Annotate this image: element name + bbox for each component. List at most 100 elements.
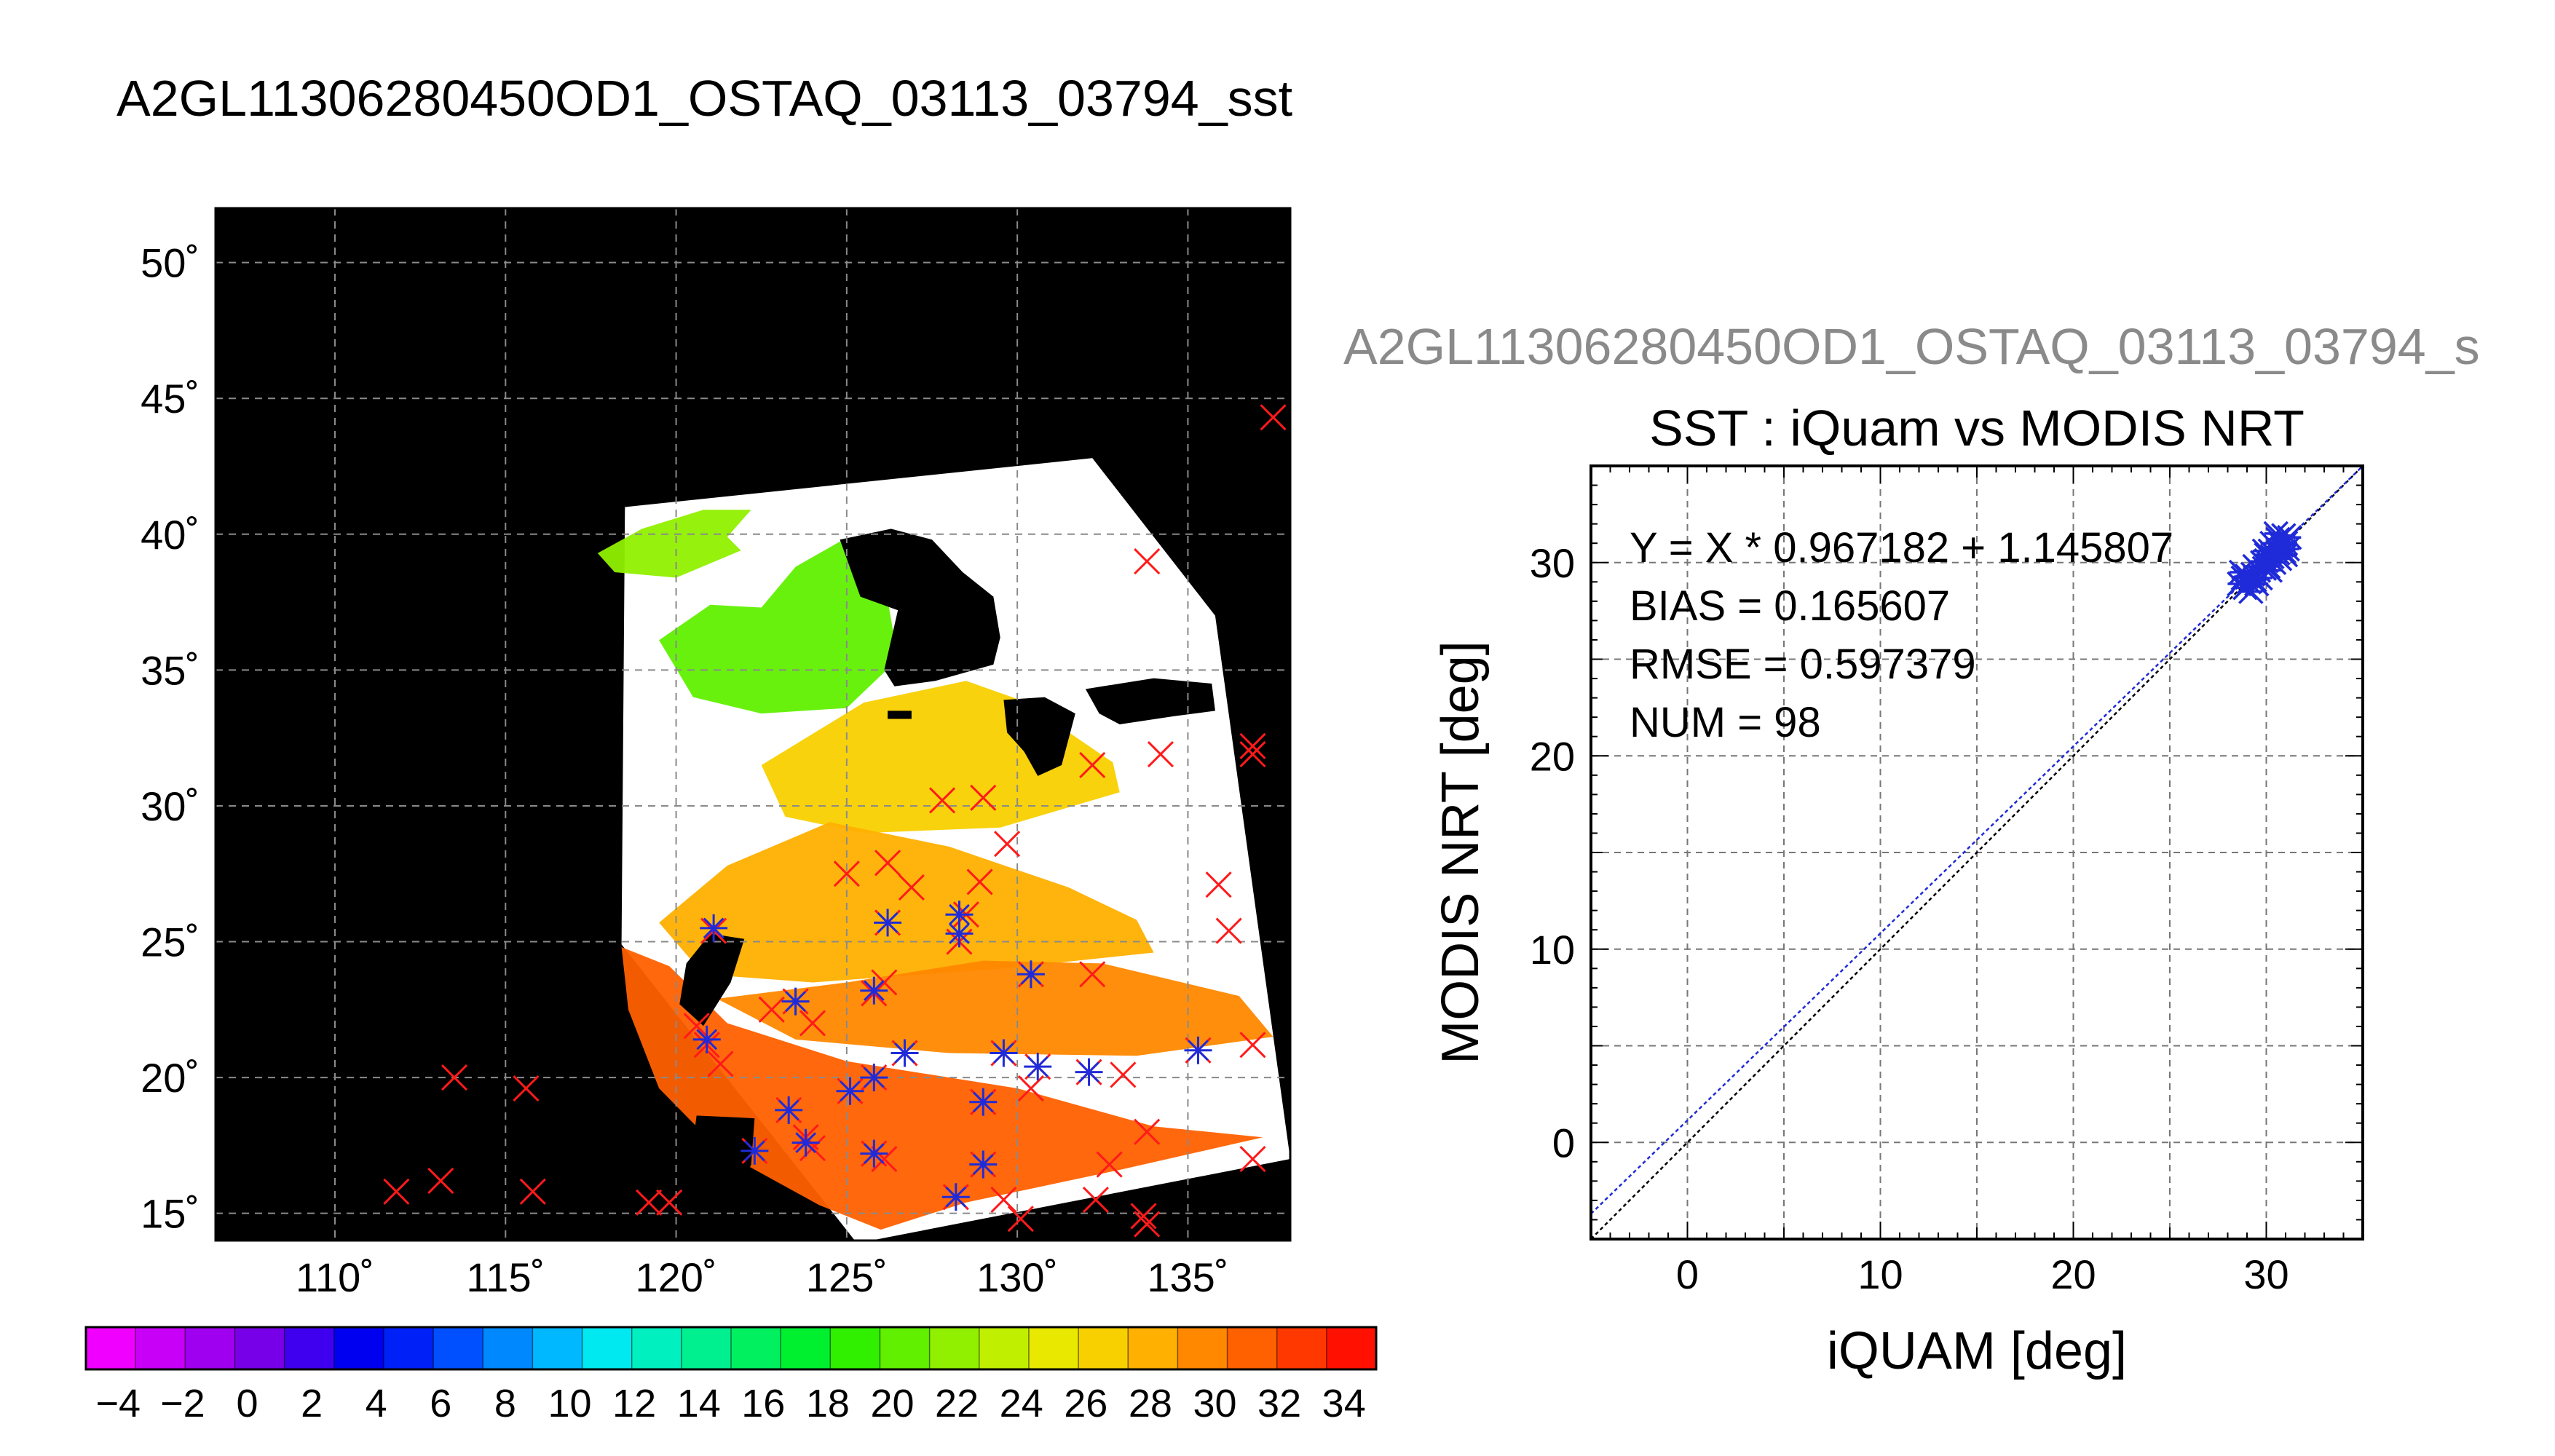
scatter-x-tick-label: 30	[2243, 1251, 2289, 1297]
scatter-y-tick-label: 0	[1552, 1120, 1575, 1166]
colorbar-segment	[185, 1327, 235, 1369]
shikoku-honshu-land	[1085, 678, 1215, 724]
matched-point	[860, 1139, 888, 1168]
scatter-stat-line: RMSE = 0.597379	[1630, 641, 1976, 688]
scatter-y-axis-label: MODIS NRT [deg]	[1431, 641, 1490, 1064]
map-frame	[214, 207, 1292, 1242]
iquam-point-stroke	[799, 1010, 826, 1037]
matched-point-stroke	[945, 1186, 967, 1208]
iquam-point-stroke	[1239, 732, 1266, 759]
iquam-point-stroke	[871, 1145, 898, 1173]
scatter-x-tick-label: 10	[1857, 1251, 1903, 1297]
iquam-point	[1082, 1186, 1109, 1214]
colorbar-segment	[234, 1327, 285, 1369]
iquam-point-stroke	[1147, 740, 1174, 768]
colorbar-segment	[1078, 1327, 1129, 1369]
map-y-tick-label: 50˚	[141, 240, 200, 286]
colorbar-tick-label: 6	[430, 1382, 451, 1425]
iquam-point-stroke	[441, 1064, 468, 1091]
matched-point	[941, 1183, 970, 1211]
colorbar-tick-label: 28	[1129, 1382, 1172, 1425]
iquam-point	[1134, 1211, 1161, 1238]
colorbar-tick-label: 34	[1322, 1382, 1366, 1425]
colorbar-segment	[1128, 1327, 1178, 1369]
iquam-point-stroke	[758, 996, 785, 1023]
colorbar-segment	[483, 1327, 533, 1369]
colorbar-tick-label: 2	[301, 1382, 323, 1425]
colorbar-segment	[1276, 1327, 1327, 1369]
matched-point-stroke	[1188, 1040, 1209, 1061]
map-y-tick-label: 15˚	[141, 1191, 200, 1237]
colorbar-frame	[84, 1326, 1378, 1371]
matched-point-stroke	[840, 1080, 861, 1102]
iquam-point-stroke	[1260, 404, 1287, 431]
matched-point	[700, 914, 728, 942]
map-y-tick-label: 45˚	[141, 376, 200, 422]
iquam-point	[1239, 1145, 1266, 1173]
map-y-tick-label: 25˚	[141, 919, 200, 965]
matched-point-stroke	[1020, 963, 1042, 985]
matched-point	[1016, 960, 1045, 989]
iquam-point-stroke	[1079, 751, 1106, 779]
scatter-point	[2228, 559, 2254, 585]
map-x-tick-label: 120˚	[636, 1254, 717, 1300]
matched-point-stroke	[863, 1067, 885, 1088]
colorbar-segment	[880, 1327, 931, 1369]
matched-point-stroke	[795, 1132, 816, 1154]
map-x-tick-label: 135˚	[1147, 1254, 1228, 1300]
one-to-one-line	[1591, 466, 2363, 1239]
iquam-point	[1079, 751, 1106, 779]
colorbar-segment	[333, 1327, 384, 1369]
iquam-point-stroke	[1239, 740, 1266, 768]
matched-point-stroke	[894, 1042, 915, 1064]
iquam-point	[758, 996, 785, 1023]
iquam-point-stroke	[1134, 1118, 1161, 1145]
iquam-point-stroke	[707, 1051, 734, 1077]
scatter-stat-line: NUM = 98	[1630, 699, 1821, 746]
matched-point	[990, 1039, 1018, 1067]
colorbar-tick-label: 18	[806, 1382, 850, 1425]
scatter-point	[2263, 521, 2289, 547]
colorbar-tick-label: 32	[1257, 1382, 1301, 1425]
colorbar-tick-label: 12	[612, 1382, 656, 1425]
iquam-point-stroke	[513, 1075, 540, 1102]
sst-region-bohai-sea	[597, 510, 751, 578]
matched-point-stroke	[778, 1099, 799, 1121]
iquam-point	[898, 874, 925, 901]
matched-point-stroke	[993, 1042, 1014, 1064]
iquam-point	[441, 1064, 468, 1091]
colorbar-tick-label: 22	[935, 1382, 979, 1425]
iquam-point-stroke	[1134, 548, 1161, 575]
matched-point	[692, 1025, 721, 1053]
iquam-point	[1215, 917, 1242, 944]
matched-point-stroke	[972, 1154, 994, 1175]
iquam-point-stroke	[656, 1189, 683, 1216]
map-y-tick-label: 20˚	[141, 1055, 200, 1101]
iquam-point-stroke	[970, 784, 997, 811]
colorbar-segment	[830, 1327, 880, 1369]
iquam-point-stroke	[519, 1178, 546, 1205]
colorbar-tick-label: 0	[236, 1382, 258, 1425]
matched-point	[945, 919, 974, 948]
colorbar-segment	[731, 1327, 781, 1369]
iquam-point-stroke	[1239, 1145, 1266, 1173]
matched-point	[1075, 1058, 1103, 1086]
scatter-y-tick-label: 10	[1530, 927, 1575, 973]
iquam-point-stroke	[1096, 1151, 1123, 1178]
matched-point	[781, 987, 810, 1016]
map-y-tick-label: 40˚	[141, 512, 200, 558]
iquam-point-stroke	[1205, 871, 1232, 898]
iquam-point	[1239, 732, 1266, 759]
matched-point	[775, 1096, 803, 1124]
iquam-point	[874, 850, 901, 877]
colorbar-tick-label: 14	[677, 1382, 721, 1425]
iquam-point	[1130, 1203, 1157, 1230]
colorbar-segment	[433, 1327, 483, 1369]
matched-point-stroke	[785, 991, 806, 1012]
iquam-point	[427, 1167, 454, 1194]
map-x-tick-label: 110˚	[296, 1254, 374, 1300]
iquam-point	[1260, 404, 1287, 431]
iquam-point	[1096, 1151, 1123, 1178]
colorbar-tick-label: 26	[1064, 1382, 1107, 1425]
colorbar-segment	[135, 1327, 186, 1369]
